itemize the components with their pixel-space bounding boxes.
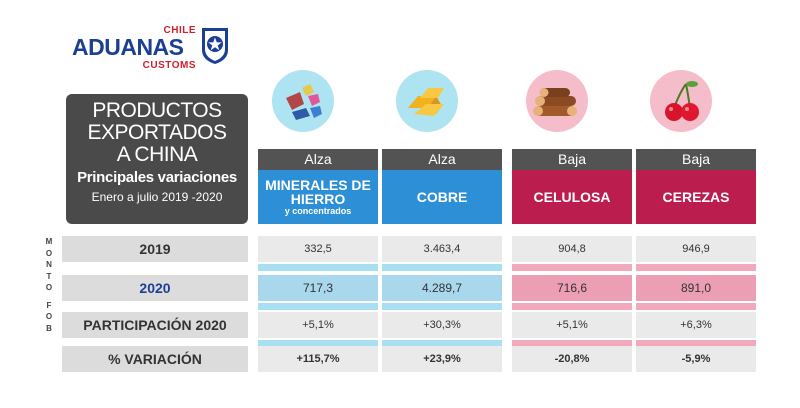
logo-customs-text: CUSTOMS [142, 60, 196, 71]
row-separator [382, 264, 502, 271]
table-cell: 3.463,4 [382, 236, 502, 262]
table-cell: +115,7% [258, 346, 378, 372]
shield-icon [202, 28, 228, 64]
table-cell: 946,9 [636, 236, 756, 262]
row-separator [636, 340, 756, 347]
row-separator [258, 264, 378, 271]
period: Enero a julio 2019 -2020 [91, 190, 223, 204]
product-name: CELULOSA [533, 189, 611, 205]
table-cell: 904,8 [512, 236, 632, 262]
table-cell: 891,0 [636, 275, 756, 301]
product-header: MINERALES DE HIERRO y concentrados [258, 170, 378, 224]
logo-aduanas-text: ADUANAS [72, 34, 184, 60]
row-label: PARTICIPACIÓN 2020 [62, 312, 248, 338]
row-separator [512, 340, 632, 347]
product-header: COBRE [382, 170, 502, 224]
logs-icon [526, 70, 588, 132]
trend-badge: Alza [382, 149, 502, 170]
table-cell: +23,9% [382, 346, 502, 372]
row-label: 2019 [62, 236, 248, 262]
row-separator [512, 264, 632, 271]
row-label: % VARIACIÓN [62, 346, 248, 372]
title-line-3: A CHINA [116, 143, 198, 166]
logo-chile-text: CHILE [163, 25, 196, 36]
table-cell: +30,3% [382, 312, 502, 338]
trend-badge: Alza [258, 149, 378, 170]
table-cell: 717,3 [258, 275, 378, 301]
title-line-2: EXPORTADOS [87, 121, 227, 144]
table-cell: +6,3% [636, 312, 756, 338]
table-cell: -5,9% [636, 346, 756, 372]
table-cell: -20,8% [512, 346, 632, 372]
row-separator [258, 340, 378, 347]
table-cell: +5,1% [258, 312, 378, 338]
row-separator [636, 264, 756, 271]
row-separator [258, 303, 378, 310]
title-line-1: PRODUCTOS [92, 99, 222, 122]
row-separator [512, 303, 632, 310]
title-box: PRODUCTOS EXPORTADOS A CHINA Principales… [66, 94, 248, 224]
product-name: MINERALES DE HIERRO [265, 177, 371, 207]
table-cell: 332,5 [258, 236, 378, 262]
row-separator [382, 340, 502, 347]
minerals-icon [272, 70, 334, 132]
copper-bars-icon [396, 70, 458, 132]
row-label: 2020 [62, 275, 248, 301]
cherries-icon [650, 70, 712, 132]
row-separator [382, 303, 502, 310]
trend-badge: Baja [636, 149, 756, 170]
product-header: CELULOSA [512, 170, 632, 224]
trend-badge: Baja [512, 149, 632, 170]
product-name: COBRE [416, 189, 468, 205]
table-cell: +5,1% [512, 312, 632, 338]
subtitle: Principales variaciones [77, 169, 237, 186]
table-cell: 716,6 [512, 275, 632, 301]
product-header: CEREZAS [636, 170, 756, 224]
aduanas-logo: CHILE ADUANAS CUSTOMS [72, 22, 232, 74]
table-cell: 4.289,7 [382, 275, 502, 301]
product-name: CEREZAS [662, 189, 730, 205]
product-subname: y concentrados [284, 206, 352, 216]
row-separator [636, 303, 756, 310]
